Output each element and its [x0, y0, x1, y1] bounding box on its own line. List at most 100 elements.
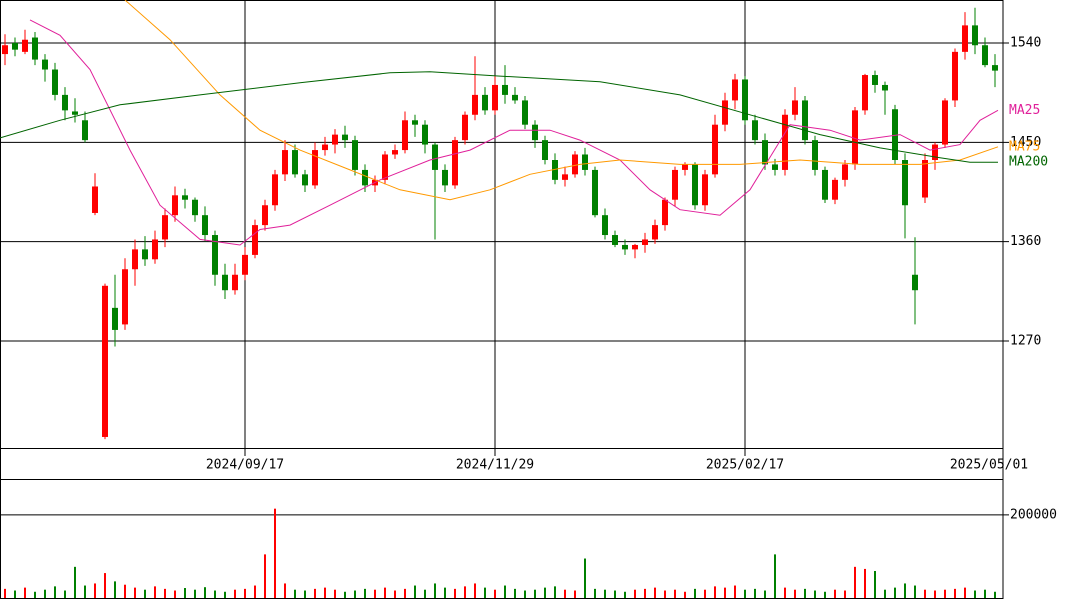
volume-bar — [214, 590, 216, 598]
volume-bar — [754, 588, 756, 598]
candle-body — [992, 65, 998, 71]
volume-bar — [644, 588, 646, 598]
volume-bar — [794, 589, 796, 598]
volume-bar — [304, 590, 306, 598]
candle-body — [222, 274, 228, 291]
candle-body — [852, 110, 858, 165]
candle-body — [912, 274, 918, 291]
y-tick-label: 200000 — [1010, 507, 1057, 522]
volume-bar — [804, 588, 806, 598]
volume-bar — [714, 586, 716, 598]
x-tick-label: 2024/09/17 — [206, 458, 284, 473]
candle-body — [962, 25, 968, 52]
volume-bar — [164, 588, 166, 598]
volume-bar — [994, 591, 996, 598]
x-tick-label: 2024/11/29 — [456, 458, 534, 473]
volume-bar — [114, 581, 116, 598]
candle-body — [132, 249, 138, 270]
candle-body — [392, 150, 398, 155]
candle-body — [732, 79, 738, 101]
volume-bar — [454, 588, 456, 598]
volume-bar — [354, 590, 356, 598]
volume-bar — [594, 588, 596, 598]
candle-body — [292, 150, 298, 175]
moving-average-line — [29, 19, 999, 246]
volume-bar — [234, 589, 236, 598]
candle-body — [162, 215, 168, 240]
candle-body — [182, 195, 188, 200]
volume-bar — [844, 590, 846, 598]
candle-body — [232, 274, 238, 291]
volume-bar — [404, 588, 406, 598]
volume-bar — [24, 587, 26, 598]
candle-body — [472, 94, 478, 115]
candle-body — [822, 169, 828, 200]
y-tick-label: 1450 — [1010, 135, 1041, 150]
volume-bar — [414, 585, 416, 598]
volume-bar — [384, 587, 386, 598]
candle-body — [762, 140, 768, 165]
volume-bar — [824, 591, 826, 598]
candle-body — [782, 114, 788, 170]
volume-bar — [664, 590, 666, 598]
volume-bar — [424, 589, 426, 598]
candle-body — [502, 84, 508, 95]
candle-body — [262, 205, 268, 226]
volume-bar — [774, 554, 776, 598]
volume-bar — [324, 587, 326, 598]
candle-body — [362, 169, 368, 186]
volume-bar — [894, 587, 896, 598]
candle-body — [282, 150, 288, 175]
candle-body — [482, 94, 488, 111]
candle-body — [672, 169, 678, 200]
volume-bar — [814, 590, 816, 598]
candle-body — [702, 174, 708, 206]
candle-body — [742, 79, 748, 121]
candle-body — [832, 179, 838, 200]
volume-bar — [154, 586, 156, 598]
volume-bar — [974, 590, 976, 598]
candle-body — [982, 45, 988, 66]
candle-body — [212, 235, 218, 275]
volume-bar — [144, 589, 146, 598]
volume-bar — [674, 589, 676, 598]
candle-body — [662, 199, 668, 226]
candle-body — [752, 120, 758, 141]
volume-bar — [274, 508, 276, 598]
candle-body — [152, 239, 158, 260]
candle-body — [412, 120, 418, 125]
volume-bar — [184, 588, 186, 598]
volume-bar — [364, 588, 366, 598]
volume-bar — [744, 589, 746, 598]
volume-bar — [984, 589, 986, 598]
volume-bar — [314, 588, 316, 598]
legend-entry: MA25 — [1009, 103, 1040, 118]
candle-body — [242, 254, 248, 275]
candle-body — [202, 215, 208, 236]
candle-body — [872, 75, 878, 85]
volume-bar — [54, 586, 56, 598]
volume-bar — [694, 588, 696, 598]
volume-bar — [74, 566, 76, 598]
volume-bar — [864, 568, 866, 598]
candle-body — [382, 154, 388, 180]
candle-body — [2, 45, 8, 55]
candle-body — [932, 144, 938, 160]
candle-body — [602, 215, 608, 236]
candle-body — [352, 140, 358, 170]
candle-body — [882, 84, 888, 91]
candle-body — [22, 39, 28, 52]
candle-body — [42, 59, 48, 70]
candle-body — [272, 174, 278, 206]
candle-body — [342, 134, 348, 141]
candle-body — [122, 269, 128, 325]
legend-entry: MA75 — [1009, 139, 1040, 154]
candle-body — [542, 140, 548, 160]
volume-bar — [484, 587, 486, 598]
candle-body — [62, 94, 68, 111]
candle-body — [322, 144, 328, 151]
candle-body — [402, 120, 408, 151]
volume-bar — [934, 590, 936, 598]
volume-bar — [134, 587, 136, 598]
